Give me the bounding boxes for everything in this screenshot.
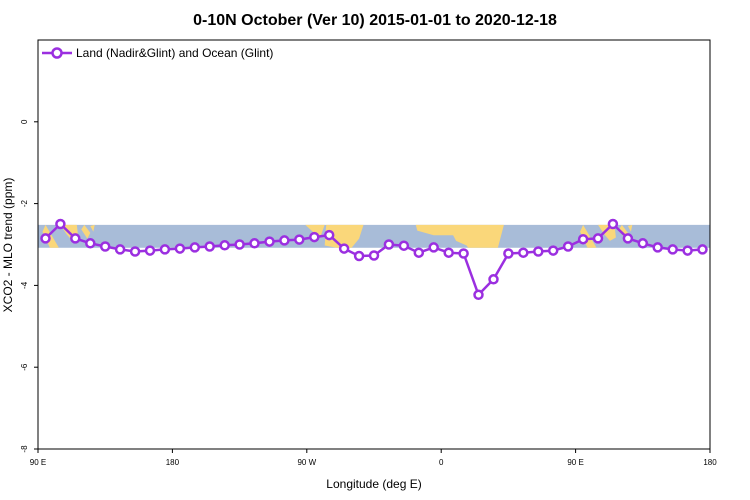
- data-point: [473, 289, 484, 301]
- data-point: [85, 238, 96, 249]
- data-point: [249, 238, 260, 249]
- data-point: [667, 244, 678, 255]
- x-tick-label: 90 W: [297, 458, 316, 467]
- data-points: [40, 218, 708, 301]
- data-point: [40, 233, 51, 244]
- x-axis-ticks: 90 E 180 90 W 0 90 E 180: [30, 449, 717, 467]
- data-point: [99, 241, 111, 252]
- data-point: [533, 246, 544, 257]
- data-point: [518, 247, 529, 258]
- data-point: [234, 239, 245, 250]
- data-point: [264, 236, 275, 247]
- data-point: [159, 244, 171, 255]
- data-point: [129, 246, 141, 257]
- land-mass: [90, 224, 95, 232]
- legend: Land (Nadir&Glint) and Ocean (Glint): [42, 46, 273, 60]
- data-point: [219, 240, 230, 251]
- legend-marker-swatch: [51, 47, 63, 59]
- data-point: [607, 218, 619, 230]
- data-point: [338, 243, 350, 254]
- data-point: [398, 240, 410, 251]
- data-point: [503, 248, 514, 259]
- land-mass: [42, 224, 59, 248]
- data-point: [279, 235, 290, 246]
- plot-frame: [37, 39, 711, 450]
- data-point: [547, 245, 559, 256]
- chart-title: 0-10N October (Ver 10) 2015-01-01 to 202…: [193, 12, 557, 29]
- y-axis-label: XCO2 - MLO trend (ppm): [1, 178, 15, 313]
- land-mass: [305, 224, 325, 238]
- land-mass: [415, 224, 504, 248]
- data-point: [383, 239, 395, 250]
- data-point: [204, 241, 215, 252]
- x-tick-label: 90 E: [567, 458, 583, 467]
- data-point: [562, 241, 574, 252]
- data-point: [652, 242, 663, 253]
- y-tick-label: -4: [20, 281, 29, 289]
- data-point: [637, 238, 649, 249]
- data-point: [189, 242, 201, 253]
- data-point: [144, 245, 156, 256]
- data-point: [622, 233, 634, 244]
- data-point: [443, 247, 454, 258]
- y-axis-ticks: 0 -2 -4 -6 -8: [20, 119, 38, 453]
- data-point: [428, 242, 439, 253]
- x-tick-label: 180: [703, 458, 717, 467]
- land-mass: [324, 224, 364, 248]
- x-tick-label: 0: [439, 458, 444, 467]
- legend-label: Land (Nadir&Glint) and Ocean (Glint): [76, 46, 273, 60]
- land-mass: [81, 224, 91, 239]
- data-point: [323, 229, 335, 241]
- data-point: [174, 243, 186, 254]
- x-tick-label: 180: [166, 458, 180, 467]
- data-point: [682, 245, 693, 256]
- data-point: [309, 231, 320, 243]
- y-tick-label: -8: [20, 445, 29, 453]
- data-point: [488, 274, 499, 285]
- data-point: [413, 247, 425, 258]
- data-point: [294, 234, 305, 245]
- ocean-band: [38, 224, 710, 248]
- data-point: [55, 218, 66, 230]
- x-axis-label: Longitude (deg E): [326, 477, 421, 491]
- data-point: [70, 233, 81, 244]
- x-tick-label: 90 E: [30, 458, 46, 467]
- land-mass: [580, 224, 597, 248]
- data-point: [458, 248, 469, 259]
- land-mass: [627, 224, 633, 232]
- data-point: [114, 244, 126, 255]
- data-point: [577, 233, 589, 245]
- y-tick-label: -6: [20, 363, 29, 371]
- data-point: [353, 250, 365, 262]
- y-tick-label: -2: [20, 199, 29, 207]
- y-tick-label: 0: [20, 119, 29, 124]
- data-point: [592, 233, 604, 244]
- data-point: [368, 250, 380, 261]
- data-point: [697, 244, 708, 255]
